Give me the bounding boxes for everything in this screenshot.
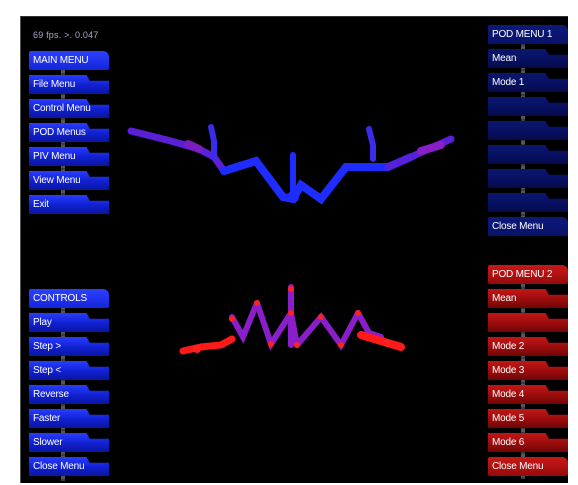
pod2-mode-4-button[interactable]: Mode 4 <box>488 385 568 404</box>
pod1-close-menu-button[interactable]: Close Menu <box>488 217 568 236</box>
piv-menu-button[interactable]: PIV Menu <box>29 147 109 166</box>
faster-button[interactable]: Faster <box>29 409 109 428</box>
upper-right-finger-a <box>366 126 376 162</box>
controls-header[interactable]: CONTROLS <box>29 289 109 308</box>
pod1-mode-6-button[interactable] <box>488 193 568 212</box>
pod2-mode-5-button[interactable]: Mode 5 <box>488 409 568 428</box>
step-back-button[interactable]: Step < <box>29 361 109 380</box>
pod2-mode-1-button[interactable] <box>488 313 568 332</box>
lower-right-hand <box>357 331 405 351</box>
scene-canvas <box>127 124 455 355</box>
main-menu: MAIN MENU File Menu Control Menu POD Men… <box>29 51 109 219</box>
pod-menus-button[interactable]: POD Menus <box>29 123 109 142</box>
control-menu-button[interactable]: Control Menu <box>29 99 109 118</box>
pod-menu-1-header[interactable]: POD MENU 1 <box>488 25 568 44</box>
pod2-mode-3-button[interactable]: Mode 3 <box>488 361 568 380</box>
pod2-mode-2-button[interactable]: Mode 2 <box>488 337 568 356</box>
upper-left-joint <box>184 140 203 153</box>
pod2-mode-6-button[interactable]: Mode 6 <box>488 433 568 452</box>
pod1-mode-2-button[interactable] <box>488 97 568 116</box>
controls-menu: CONTROLS Play Step > Step < Reverse Fast… <box>29 289 109 481</box>
pod-menu-2: POD MENU 2 Mean Mode 2 Mode 3 Mode 4 Mod… <box>488 265 568 481</box>
pod2-mean-button[interactable]: Mean <box>488 289 568 308</box>
close-controls-button[interactable]: Close Menu <box>29 457 109 476</box>
pod1-mode-5-button[interactable] <box>488 169 568 188</box>
exit-button[interactable]: Exit <box>29 195 109 214</box>
3d-viewport[interactable]: 69 fps. >. 0.047 <box>20 16 568 483</box>
pod-menu-1: POD MENU 1 Mean Mode 1 Close Menu <box>488 25 568 241</box>
reverse-button[interactable]: Reverse <box>29 385 109 404</box>
upper-spine <box>220 153 415 205</box>
view-menu-button[interactable]: View Menu <box>29 171 109 190</box>
lower-left-limb <box>229 300 260 344</box>
upper-left-arm <box>127 127 228 175</box>
pod1-mode-4-button[interactable] <box>488 145 568 164</box>
lower-red-markers <box>193 286 391 353</box>
lower-right-zigzag <box>294 310 361 351</box>
upper-skeleton-model <box>127 124 455 205</box>
fps-readout: 69 fps. >. 0.047 <box>33 30 99 40</box>
file-menu-button[interactable]: File Menu <box>29 75 109 94</box>
upper-right-joint <box>417 141 445 155</box>
pod-menu-2-header[interactable]: POD MENU 2 <box>488 265 568 284</box>
main-menu-header[interactable]: MAIN MENU <box>29 51 109 70</box>
upper-center-node <box>287 191 299 203</box>
pod2-close-menu-button[interactable]: Close Menu <box>488 457 568 476</box>
pod1-mode-3-button[interactable] <box>488 121 568 140</box>
step-forward-button[interactable]: Step > <box>29 337 109 356</box>
pod1-mean-button[interactable]: Mean <box>488 49 568 68</box>
upper-left-finger-a <box>208 124 217 160</box>
slower-button[interactable]: Slower <box>29 433 109 452</box>
play-button[interactable]: Play <box>29 313 109 332</box>
lower-skeleton-model <box>179 284 405 355</box>
pod1-mode-1-button[interactable]: Mode 1 <box>488 73 568 92</box>
lower-left-hand <box>179 335 236 355</box>
